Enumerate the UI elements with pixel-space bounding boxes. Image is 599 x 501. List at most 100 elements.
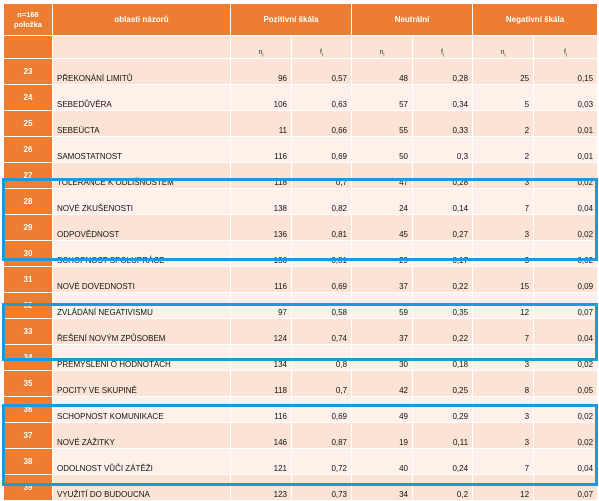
table-row: 36 SCHOPNOST KOMUNIKACE 116 0,69 49 0,29 3 0,02 — [3, 396, 599, 423]
subheader-row: ni fi ni fi ni fi — [3, 35, 599, 59]
negative-f: 0,15 — [533, 58, 599, 85]
table-row: 38 ODOLNOST VŮČI ZÁTĚŽI 121 0,72 40 0,24 7 0,04 — [3, 448, 599, 475]
subheader-neu-f: fi — [412, 35, 474, 59]
item-number: 25 — [3, 110, 53, 137]
subheader-neu-n: ni — [351, 35, 414, 59]
negative-f: 0,02 — [533, 162, 599, 189]
area-name: ODPOVĚDNOST — [52, 214, 231, 241]
positive-n: 138 — [230, 188, 292, 215]
negative-n: 7 — [472, 448, 535, 475]
neutral-n: 37 — [351, 266, 414, 293]
area-name: NOVÉ ZKUŠENOSTI — [52, 188, 231, 215]
neutral-n: 59 — [351, 292, 414, 319]
neutral-f: 0,22 — [412, 266, 474, 293]
neutral-n: 19 — [351, 422, 414, 449]
positive-f: 0,69 — [290, 266, 353, 293]
positive-n: 123 — [230, 474, 292, 501]
neutral-n: 34 — [351, 474, 414, 501]
area-name: TOLERANCE K ODLIŠNOSTEM — [52, 162, 231, 189]
table-row: 35 POCITY VE SKUPINĚ 118 0,7 42 0,25 8 0,05 — [3, 370, 599, 397]
negative-f: 0,07 — [533, 292, 599, 319]
neutral-n: 30 — [351, 344, 414, 371]
negative-f: 0,04 — [533, 188, 599, 215]
subheader-neg-n: ni — [472, 35, 535, 59]
negative-n: 3 — [472, 214, 535, 241]
negative-n: 3 — [472, 344, 535, 371]
positive-n: 116 — [230, 136, 292, 163]
positive-n: 97 — [230, 292, 292, 319]
area-header: oblasti názorů — [52, 3, 231, 36]
area-name: ODOLNOST VŮČI ZÁTĚŽI — [52, 448, 231, 475]
negative-f: 0,05 — [533, 370, 599, 397]
negative-n: 25 — [472, 58, 535, 85]
table-row: 32 ZVLÁDÁNÍ NEGATIVISMU 97 0,58 59 0,35 12 0,07 — [3, 292, 599, 319]
negative-n: 8 — [472, 370, 535, 397]
negative-f: 0,02 — [533, 214, 599, 241]
item-number: 32 — [3, 292, 53, 319]
item-number: 29 — [3, 214, 53, 241]
item-number: 34 — [3, 344, 53, 371]
neutral-n: 50 — [351, 136, 414, 163]
negative-n: 15 — [472, 266, 535, 293]
positive-f: 0,58 — [290, 292, 353, 319]
positive-n: 136 — [230, 240, 292, 267]
negative-f: 0,07 — [533, 474, 599, 501]
neutral-n: 29 — [351, 240, 414, 267]
area-name: SCHOPNOST KOMUNIKACE — [52, 396, 231, 423]
negative-n: 2 — [472, 136, 535, 163]
neutral-n: 40 — [351, 448, 414, 475]
item-number: 33 — [3, 318, 53, 345]
negative-f: 0,02 — [533, 422, 599, 449]
positive-n: 106 — [230, 84, 292, 111]
table-row: 23 PŘEKONÁNÍ LIMITŮ 96 0,57 48 0,28 25 0,15 — [3, 58, 599, 85]
item-number: 24 — [3, 84, 53, 111]
table-row: 27 TOLERANCE K ODLIŠNOSTEM 118 0,7 47 0,28 3 0,… — [3, 162, 599, 189]
table-row: 26 SAMOSTATNOST 116 0,69 50 0,3 2 0,01 — [3, 136, 599, 163]
positive-n: 116 — [230, 396, 292, 423]
table-row: 30 SCHOPNOST SPOLUPRÁCE 136 0,81 29 0,17 3 0,02 — [3, 240, 599, 267]
neutral-n: 24 — [351, 188, 414, 215]
subheader-neg-f: fi — [533, 35, 599, 59]
table-body: 23 PŘEKONÁNÍ LIMITŮ 96 0,57 48 0,28 25 0,15 24 SE… — [3, 58, 599, 501]
positive-f: 0,74 — [290, 318, 353, 345]
item-number: 27 — [3, 162, 53, 189]
subheader-blank-area — [52, 35, 231, 59]
positive-f: 0,63 — [290, 84, 353, 111]
neutral-n: 48 — [351, 58, 414, 85]
negative-n: 3 — [472, 240, 535, 267]
negative-f: 0,04 — [533, 318, 599, 345]
negative-f: 0,01 — [533, 110, 599, 137]
item-number: 30 — [3, 240, 53, 267]
area-name: SEBEÚCTA — [52, 110, 231, 137]
neutral-n: 42 — [351, 370, 414, 397]
positive-n: 116 — [230, 266, 292, 293]
negative-n: 3 — [472, 396, 535, 423]
table-row: 24 SEBEDŮVĚRA 106 0,63 57 0,34 5 0,03 — [3, 84, 599, 111]
table-row: 29 ODPOVĚDNOST 136 0,81 45 0,27 3 0,02 — [3, 214, 599, 241]
neutral-f: 0,11 — [412, 422, 474, 449]
table-row: 28 NOVÉ ZKUŠENOSTI 138 0,82 24 0,14 7 0,04 — [3, 188, 599, 215]
negative-f: 0,02 — [533, 240, 599, 267]
table-row: 25 SEBEÚCTA 11 0,66 55 0,33 2 0,01 — [3, 110, 599, 137]
area-name: POCITY VE SKUPINĚ — [52, 370, 231, 397]
item-number: 26 — [3, 136, 53, 163]
positive-f: 0,57 — [290, 58, 353, 85]
table-row: 34 PŘEMÝŠLENÍ O HODNOTÁCH 134 0,8 30 0,18 3 0,0… — [3, 344, 599, 371]
positive-f: 0,82 — [290, 188, 353, 215]
positive-f: 0,66 — [290, 110, 353, 137]
positive-n: 118 — [230, 162, 292, 189]
neutral-f: 0,27 — [412, 214, 474, 241]
negative-f: 0,02 — [533, 396, 599, 423]
positive-n: 96 — [230, 58, 292, 85]
opinion-table: n=168 položka oblasti názorů Pozitivní š… — [3, 3, 599, 501]
neutral-n: 57 — [351, 84, 414, 111]
neutral-n: 37 — [351, 318, 414, 345]
area-name: ŘEŠENÍ NOVÝM ZPŮSOBEM — [52, 318, 231, 345]
neutral-f: 0,14 — [412, 188, 474, 215]
area-name: SCHOPNOST SPOLUPRÁCE — [52, 240, 231, 267]
neutral-f: 0,18 — [412, 344, 474, 371]
item-number: 35 — [3, 370, 53, 397]
area-name: SAMOSTATNOST — [52, 136, 231, 163]
table-row: 33 ŘEŠENÍ NOVÝM ZPŮSOBEM 124 0,74 37 0,22 7 0,0… — [3, 318, 599, 345]
positive-f: 0,7 — [290, 370, 353, 397]
